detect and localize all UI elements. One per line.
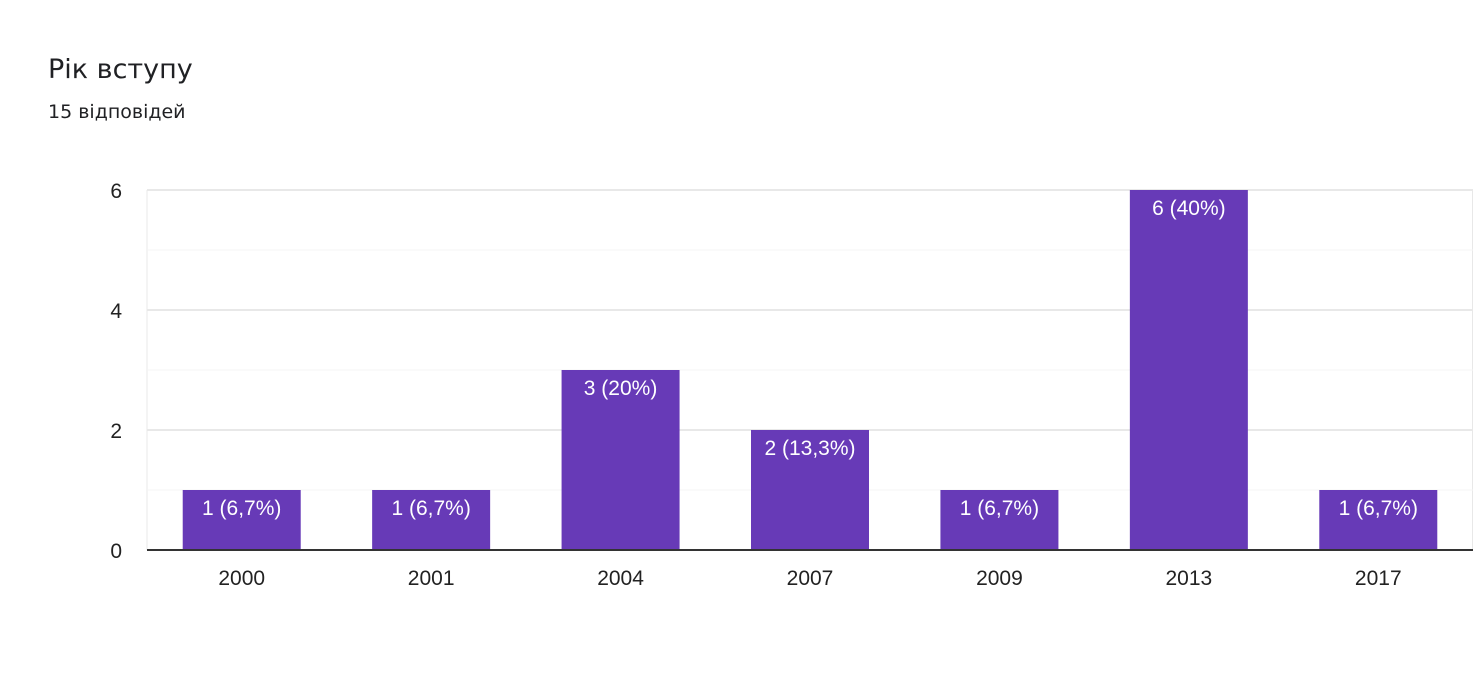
data-label: 1 (6,7%)	[1339, 497, 1418, 520]
x-tick-label: 2017	[1355, 567, 1402, 590]
x-tick-label: 2007	[787, 567, 834, 590]
x-tick-label: 2004	[597, 567, 644, 590]
bar[interactable]	[182, 490, 301, 550]
bar[interactable]	[1129, 190, 1248, 550]
data-label: 3 (20%)	[584, 377, 658, 400]
y-tick-label: 0	[110, 540, 122, 563]
response-count: 15 відповідей	[48, 101, 186, 123]
bar[interactable]	[561, 370, 680, 550]
data-label: 1 (6,7%)	[960, 497, 1039, 520]
data-label: 2 (13,3%)	[764, 437, 855, 460]
y-tick-label: 4	[110, 300, 122, 323]
chart-title: Рік вступу	[48, 54, 193, 85]
data-label: 1 (6,7%)	[202, 497, 281, 520]
x-tick-label: 2009	[976, 567, 1023, 590]
x-tick-label: 2001	[408, 567, 455, 590]
bar[interactable]	[751, 430, 869, 550]
data-label: 6 (40%)	[1152, 197, 1226, 220]
y-tick-label: 6	[110, 180, 122, 203]
y-tick-label: 2	[110, 420, 122, 443]
bar[interactable]	[372, 490, 491, 550]
bar[interactable]	[940, 490, 1059, 550]
data-label: 1 (6,7%)	[391, 497, 470, 520]
x-tick-label: 2000	[218, 567, 265, 590]
bar[interactable]	[1319, 490, 1438, 550]
x-tick-label: 2013	[1165, 567, 1212, 590]
